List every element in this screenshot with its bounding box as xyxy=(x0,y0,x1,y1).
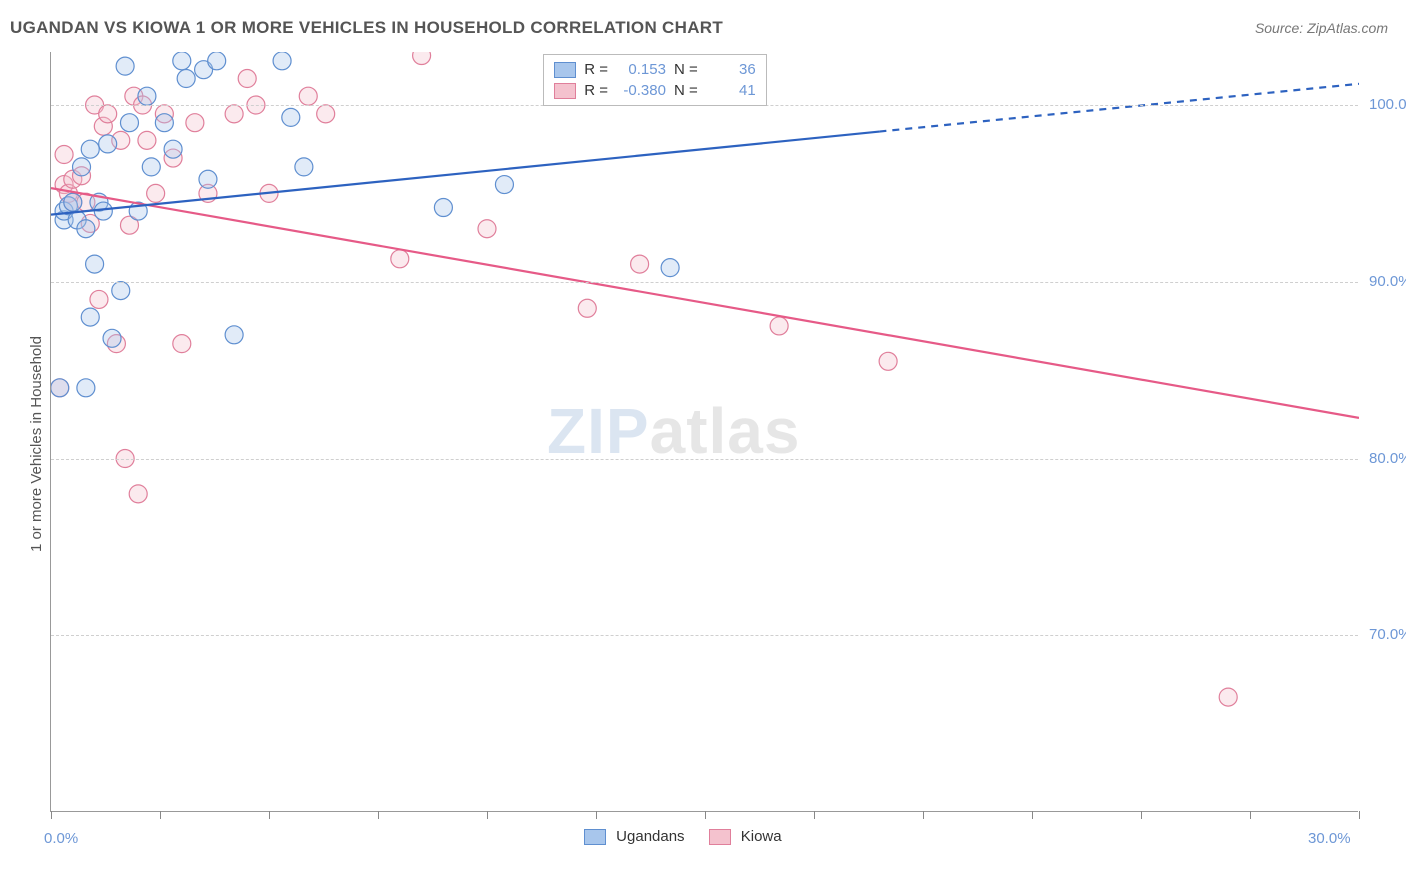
n-value-ugandans: 36 xyxy=(706,61,756,78)
data-point xyxy=(299,87,317,105)
y-tick-label: 70.0% xyxy=(1369,626,1406,643)
series-legend: Ugandans Kiowa xyxy=(584,828,782,845)
data-point xyxy=(86,255,104,273)
y-tick-label: 100.0% xyxy=(1369,96,1406,113)
legend-item-kiowa: Kiowa xyxy=(709,828,782,845)
x-tick xyxy=(1250,811,1251,819)
n-value-kiowa: 41 xyxy=(706,82,756,99)
gridline-h xyxy=(51,282,1358,283)
regression-line-extrapolated xyxy=(879,84,1359,132)
data-point xyxy=(73,158,91,176)
data-point xyxy=(77,379,95,397)
data-point xyxy=(879,352,897,370)
x-tick xyxy=(1141,811,1142,819)
data-point xyxy=(173,52,191,70)
data-point xyxy=(147,184,165,202)
swatch-ugandans xyxy=(554,62,576,78)
plot-svg xyxy=(51,52,1359,812)
data-point xyxy=(55,146,73,164)
legend-row-ugandans: R = 0.153 N = 36 xyxy=(554,59,756,80)
data-point xyxy=(295,158,313,176)
data-point xyxy=(391,250,409,268)
data-point xyxy=(208,52,226,70)
r-value-ugandans: 0.153 xyxy=(616,61,666,78)
data-point xyxy=(186,114,204,132)
chart-title: UGANDAN VS KIOWA 1 OR MORE VEHICLES IN H… xyxy=(10,18,723,38)
gridline-h xyxy=(51,635,1358,636)
x-tick xyxy=(269,811,270,819)
n-label: N = xyxy=(674,61,698,78)
data-point xyxy=(578,299,596,317)
regression-line xyxy=(51,188,1359,418)
r-label-2: R = xyxy=(584,82,608,99)
x-tick xyxy=(596,811,597,819)
legend-item-ugandans: Ugandans xyxy=(584,828,685,845)
legend-label-ugandans: Ugandans xyxy=(616,828,684,845)
data-point xyxy=(495,176,513,194)
data-point xyxy=(138,131,156,149)
x-tick-label: 30.0% xyxy=(1308,830,1351,847)
data-point xyxy=(99,135,117,153)
x-tick xyxy=(487,811,488,819)
data-point xyxy=(173,335,191,353)
data-point xyxy=(225,326,243,344)
y-axis-title: 1 or more Vehicles in Household xyxy=(28,336,45,552)
data-point xyxy=(770,317,788,335)
chart-container: UGANDAN VS KIOWA 1 OR MORE VEHICLES IN H… xyxy=(0,0,1406,892)
data-point xyxy=(81,140,99,158)
x-tick xyxy=(923,811,924,819)
x-tick xyxy=(1032,811,1033,819)
data-point xyxy=(142,158,160,176)
data-point xyxy=(64,193,82,211)
data-point xyxy=(120,114,138,132)
swatch-kiowa xyxy=(554,83,576,99)
data-point xyxy=(225,105,243,123)
data-point xyxy=(112,282,130,300)
x-tick xyxy=(160,811,161,819)
x-tick xyxy=(814,811,815,819)
data-point xyxy=(99,105,117,123)
x-tick xyxy=(378,811,379,819)
x-tick xyxy=(1359,811,1360,819)
x-tick xyxy=(705,811,706,819)
y-tick-label: 80.0% xyxy=(1369,450,1406,467)
data-point xyxy=(1219,688,1237,706)
data-point xyxy=(116,57,134,75)
data-point xyxy=(138,87,156,105)
data-point xyxy=(177,70,195,88)
data-point xyxy=(129,485,147,503)
data-point xyxy=(51,379,69,397)
legend-row-kiowa: R = -0.380 N = 41 xyxy=(554,80,756,101)
x-tick xyxy=(51,811,52,819)
swatch-kiowa-2 xyxy=(709,829,731,845)
legend-label-kiowa: Kiowa xyxy=(741,828,782,845)
data-point xyxy=(164,140,182,158)
x-tick-label: 0.0% xyxy=(44,830,78,847)
r-label: R = xyxy=(584,61,608,78)
data-point xyxy=(631,255,649,273)
data-point xyxy=(103,329,121,347)
data-point xyxy=(317,105,335,123)
n-label-2: N = xyxy=(674,82,698,99)
swatch-ugandans-2 xyxy=(584,829,606,845)
data-point xyxy=(238,70,256,88)
plot-area: 70.0%80.0%90.0%100.0% xyxy=(50,52,1358,812)
data-point xyxy=(661,259,679,277)
gridline-h xyxy=(51,459,1358,460)
correlation-legend: R = 0.153 N = 36 R = -0.380 N = 41 xyxy=(543,54,767,106)
y-tick-label: 90.0% xyxy=(1369,273,1406,290)
data-point xyxy=(434,199,452,217)
data-point xyxy=(77,220,95,238)
data-point xyxy=(273,52,291,70)
source-label: Source: ZipAtlas.com xyxy=(1255,20,1388,36)
data-point xyxy=(282,108,300,126)
data-point xyxy=(155,114,173,132)
data-point xyxy=(199,170,217,188)
data-point xyxy=(81,308,99,326)
data-point xyxy=(478,220,496,238)
data-point xyxy=(413,52,431,65)
data-point xyxy=(90,290,108,308)
r-value-kiowa: -0.380 xyxy=(616,82,666,99)
